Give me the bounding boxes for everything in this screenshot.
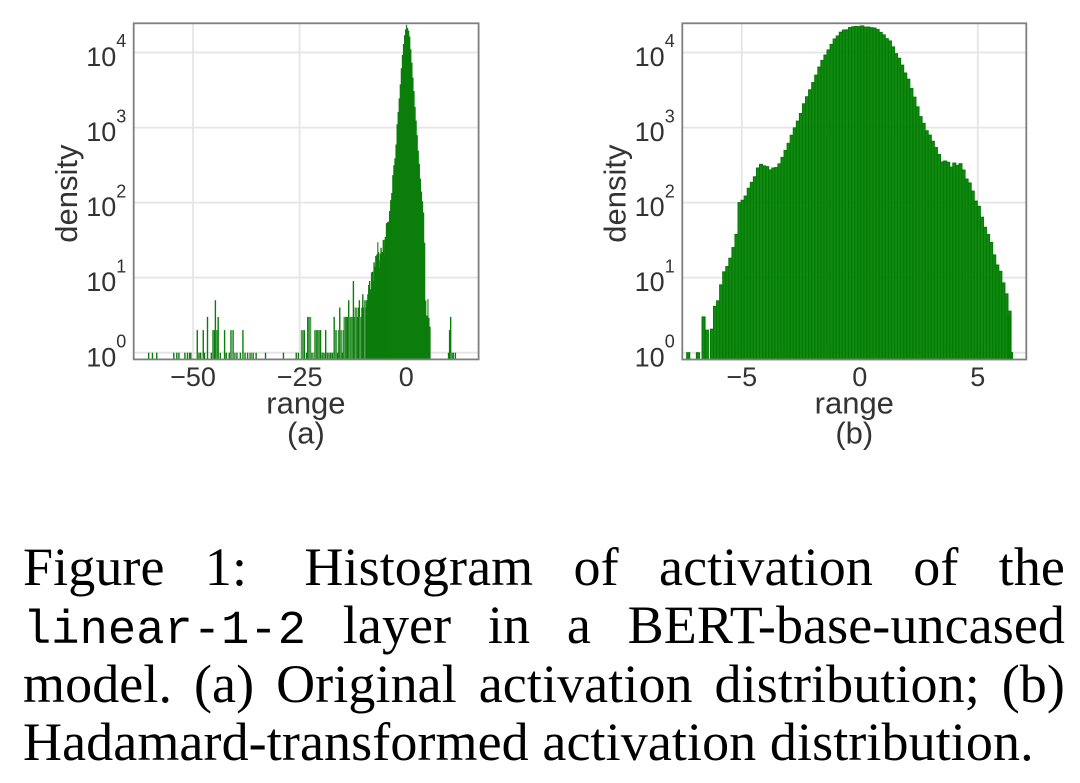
svg-text:10: 10 xyxy=(86,42,116,72)
svg-text:10: 10 xyxy=(86,117,116,147)
svg-text:10: 10 xyxy=(635,342,665,372)
svg-text:4: 4 xyxy=(665,31,675,51)
svg-text:density: density xyxy=(598,144,633,243)
svg-text:−50: −50 xyxy=(170,362,216,392)
svg-text:10: 10 xyxy=(635,192,665,222)
svg-text:3: 3 xyxy=(116,106,126,126)
svg-text:−5: −5 xyxy=(726,362,757,392)
svg-text:density: density xyxy=(49,144,84,243)
svg-text:range: range xyxy=(266,385,345,420)
svg-text:4: 4 xyxy=(116,31,126,51)
svg-text:3: 3 xyxy=(665,106,675,126)
svg-text:10: 10 xyxy=(635,42,665,72)
svg-text:(b): (b) xyxy=(835,416,873,451)
svg-text:1: 1 xyxy=(116,256,126,276)
svg-text:5: 5 xyxy=(970,362,985,392)
svg-text:0: 0 xyxy=(665,331,675,351)
svg-text:range: range xyxy=(815,385,894,420)
svg-text:10: 10 xyxy=(86,267,116,297)
svg-text:10: 10 xyxy=(86,342,116,372)
svg-text:10: 10 xyxy=(635,267,665,297)
svg-text:1: 1 xyxy=(665,256,675,276)
svg-text:−25: −25 xyxy=(277,362,323,392)
svg-text:2: 2 xyxy=(116,181,126,201)
svg-text:0: 0 xyxy=(116,331,126,351)
svg-text:10: 10 xyxy=(635,117,665,147)
svg-text:(a): (a) xyxy=(287,416,325,451)
svg-text:0: 0 xyxy=(852,362,867,392)
svg-text:2: 2 xyxy=(665,181,675,201)
svg-text:0: 0 xyxy=(399,362,414,392)
svg-text:10: 10 xyxy=(86,192,116,222)
